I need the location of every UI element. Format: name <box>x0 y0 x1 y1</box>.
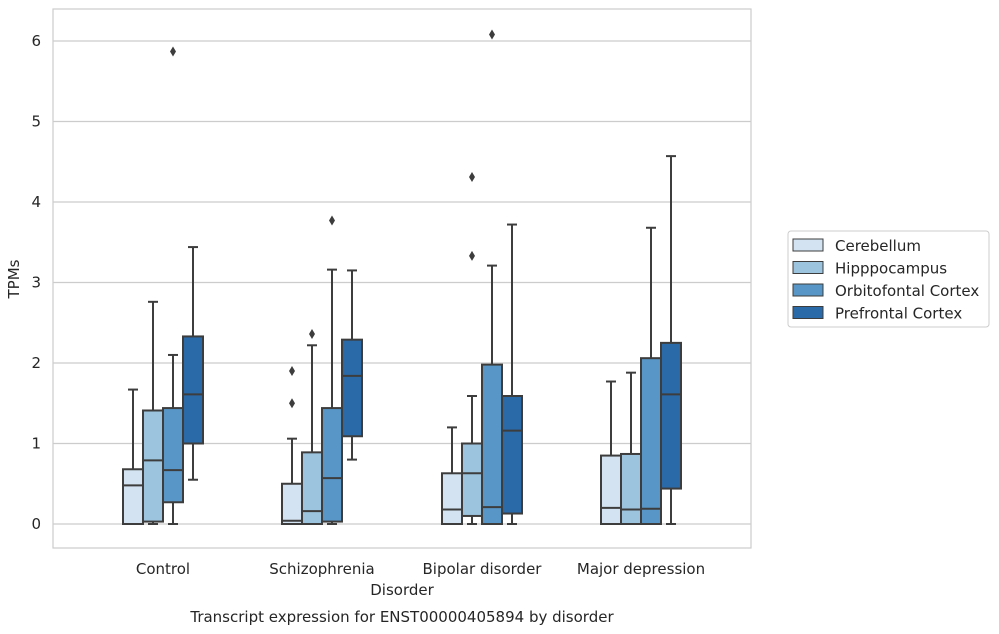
legend-swatch <box>792 283 824 297</box>
y-tick-label: 1 <box>31 435 41 453</box>
legend-swatch <box>792 306 824 319</box>
legend-swatch <box>792 238 824 252</box>
y-axis: 0 1 2 3 4 5 6 <box>31 32 41 533</box>
y-tick-label: 0 <box>31 515 41 533</box>
legend-label: Orbitofontal Cortex <box>835 282 979 300</box>
box-iqr <box>501 395 523 515</box>
box-hipppocampus <box>301 329 323 526</box>
x-tick-label: Schizophrenia <box>269 560 374 578</box>
box-iqr <box>441 472 463 526</box>
box-iqr <box>122 468 144 526</box>
box-iqr <box>481 363 503 525</box>
box-iqr <box>301 451 323 526</box>
box-iqr <box>281 482 303 525</box>
box-orbitofontal-cortex <box>481 29 503 525</box>
legend-label: Hipppocampus <box>835 260 947 278</box>
outlier-point <box>289 366 295 377</box>
box-orbitofontal-cortex <box>162 46 184 525</box>
outlier-point <box>309 329 315 340</box>
box-iqr <box>162 407 184 504</box>
outlier-point <box>469 250 475 261</box>
outlier-point <box>170 46 176 57</box>
x-axis-label: Disorder <box>370 581 434 599</box>
chart-title: Transcript expression for ENST0000040589… <box>189 608 614 626</box>
y-tick-label: 6 <box>31 32 41 50</box>
y-tick-label: 4 <box>31 193 41 211</box>
y-tick-label: 2 <box>31 354 41 372</box>
plot-frame <box>52 8 752 549</box>
box-iqr <box>142 409 164 523</box>
box-iqr <box>461 442 483 517</box>
box-orbitofontal-cortex <box>321 215 343 525</box>
x-axis: Control Schizophrenia Bipolar disorder Majo… <box>136 560 705 578</box>
legend-label: Cerebellum <box>835 237 921 255</box>
box-prefrontal-cortex <box>660 155 682 525</box>
box-prefrontal-cortex <box>501 223 523 525</box>
box-iqr <box>620 452 642 525</box>
plot-area <box>122 29 682 526</box>
box-iqr <box>660 341 682 490</box>
outlier-point <box>469 172 475 183</box>
y-axis-label: TPMs <box>5 259 23 299</box>
box-cerebellum <box>122 388 144 526</box>
outlier-point <box>489 29 495 40</box>
y-tick-label: 3 <box>31 274 41 292</box>
box-prefrontal-cortex <box>182 246 204 481</box>
box-prefrontal-cortex <box>341 269 363 461</box>
box-iqr <box>640 357 662 526</box>
box-iqr <box>182 335 204 445</box>
box-iqr <box>341 338 363 438</box>
y-tick-label: 5 <box>31 113 41 131</box>
legend-swatch <box>792 261 824 274</box>
outlier-point <box>329 215 335 226</box>
legend: Cerebellum Hipppocampus Orbitofontal Corte… <box>787 230 990 328</box>
box-cerebellum <box>281 366 303 525</box>
x-tick-label: Control <box>136 560 190 578</box>
outlier-point <box>289 398 295 409</box>
legend-label: Prefrontal Cortex <box>835 305 962 323</box>
box-iqr <box>321 407 343 523</box>
box-iqr <box>600 454 622 526</box>
legend-box <box>787 230 990 328</box>
x-tick-label: Major depression <box>577 560 705 578</box>
x-tick-label: Bipolar disorder <box>423 560 543 578</box>
